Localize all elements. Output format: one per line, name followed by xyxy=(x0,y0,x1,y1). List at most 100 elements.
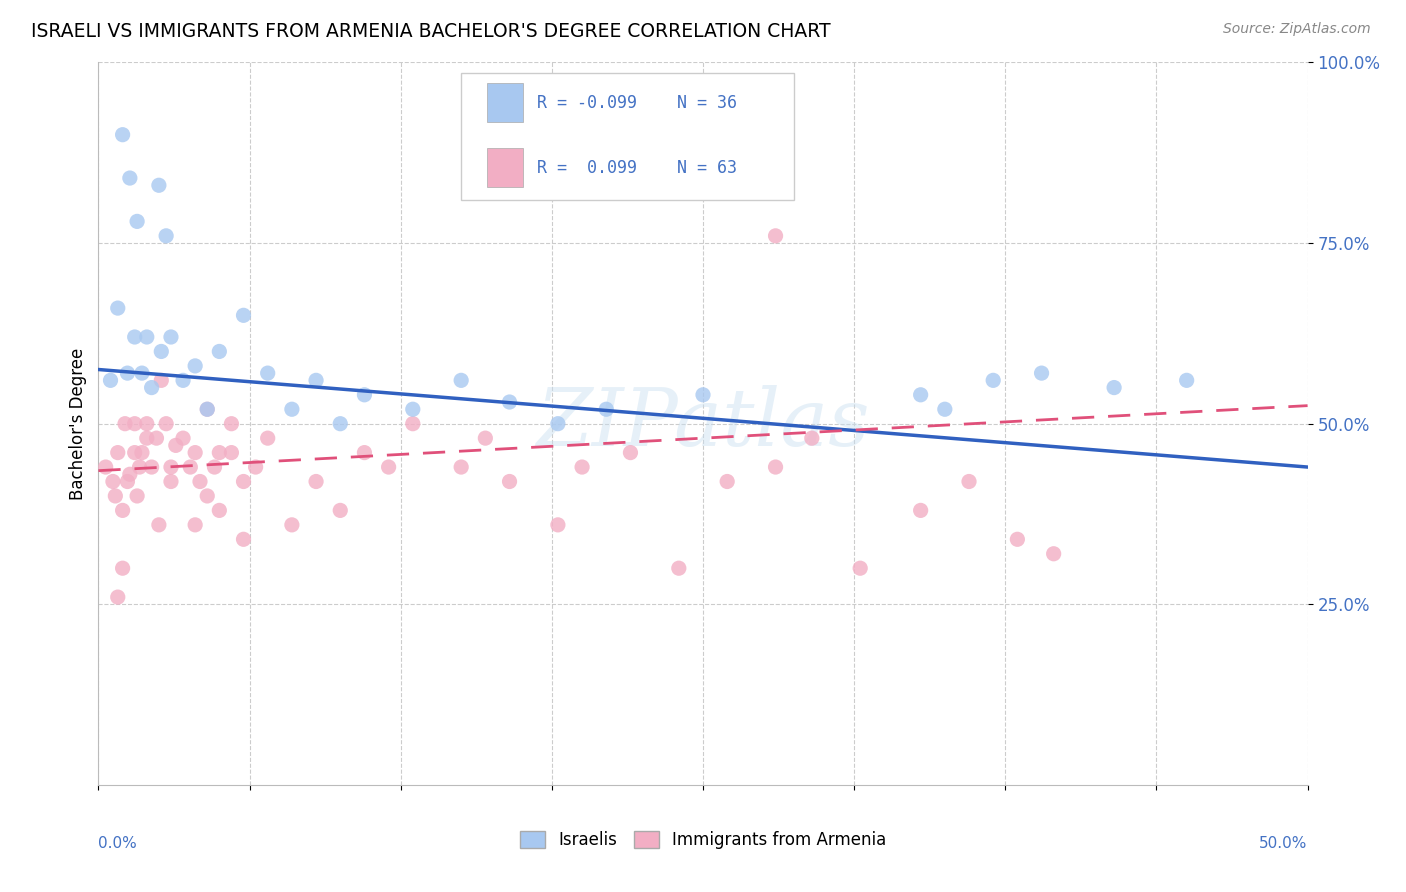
Point xyxy=(305,475,328,489)
Point xyxy=(127,489,149,503)
Text: R =  0.099    N = 63: R = 0.099 N = 63 xyxy=(537,159,737,177)
Point xyxy=(124,330,146,344)
Point xyxy=(716,475,738,489)
Text: Source: ZipAtlas.com: Source: ZipAtlas.com xyxy=(1223,22,1371,37)
Point xyxy=(934,402,956,417)
Point xyxy=(107,590,129,604)
Point xyxy=(800,431,823,445)
Point xyxy=(94,460,117,475)
Point xyxy=(245,460,267,475)
Legend: Israelis, Immigrants from Armenia: Israelis, Immigrants from Armenia xyxy=(513,824,893,856)
Point xyxy=(957,475,980,489)
Point xyxy=(195,402,218,417)
Point xyxy=(127,214,149,228)
Point xyxy=(765,460,787,475)
Point xyxy=(141,380,163,394)
Point xyxy=(101,475,124,489)
Point xyxy=(104,489,127,503)
Point xyxy=(232,475,254,489)
Point xyxy=(256,366,278,380)
Point xyxy=(135,417,157,431)
Point xyxy=(208,445,231,459)
Point xyxy=(450,373,472,387)
Point xyxy=(150,344,173,359)
Point xyxy=(221,445,243,459)
Point xyxy=(281,517,304,532)
Point xyxy=(765,228,787,243)
Point xyxy=(172,373,194,387)
Point xyxy=(402,417,425,431)
Point xyxy=(910,388,932,402)
Point xyxy=(1031,366,1053,380)
Point xyxy=(141,460,163,475)
Point xyxy=(128,460,150,475)
Point xyxy=(692,388,714,402)
Point xyxy=(195,489,218,503)
Point xyxy=(498,475,520,489)
Point xyxy=(135,431,157,445)
Point xyxy=(1175,373,1198,387)
Point xyxy=(111,503,134,517)
Point xyxy=(849,561,872,575)
Point xyxy=(160,475,183,489)
Point xyxy=(148,178,170,193)
Point xyxy=(145,431,167,445)
Point xyxy=(353,445,375,459)
Point xyxy=(450,460,472,475)
Point xyxy=(118,467,141,482)
Point xyxy=(179,460,201,475)
Point xyxy=(232,533,254,547)
Point xyxy=(131,366,153,380)
Point xyxy=(208,344,231,359)
Point xyxy=(474,431,496,445)
Point xyxy=(148,517,170,532)
Point xyxy=(221,417,243,431)
Point xyxy=(150,373,173,387)
Point xyxy=(981,373,1004,387)
Point xyxy=(910,503,932,517)
Point xyxy=(117,366,139,380)
Point xyxy=(1102,380,1125,394)
Point xyxy=(195,402,218,417)
FancyBboxPatch shape xyxy=(461,73,793,200)
Point xyxy=(118,171,141,186)
Point xyxy=(188,475,211,489)
Point xyxy=(595,402,617,417)
Point xyxy=(1007,533,1029,547)
Point xyxy=(498,395,520,409)
Bar xyxy=(486,148,523,187)
Point xyxy=(165,438,187,452)
Point xyxy=(124,445,146,459)
Point xyxy=(114,417,136,431)
Point xyxy=(184,445,207,459)
Point xyxy=(124,417,146,431)
Point xyxy=(135,330,157,344)
Point xyxy=(232,308,254,322)
Point xyxy=(184,359,207,373)
Point xyxy=(107,301,129,315)
Point xyxy=(160,460,183,475)
Point xyxy=(256,431,278,445)
Point xyxy=(100,373,122,387)
Point xyxy=(111,561,134,575)
Bar xyxy=(486,83,523,122)
Point xyxy=(131,445,153,459)
Point xyxy=(571,460,593,475)
Text: 50.0%: 50.0% xyxy=(1260,836,1308,851)
Point xyxy=(353,388,375,402)
Point xyxy=(107,445,129,459)
Point xyxy=(160,330,183,344)
Point xyxy=(619,445,641,459)
Point xyxy=(1042,547,1064,561)
Point xyxy=(117,475,139,489)
Text: ISRAELI VS IMMIGRANTS FROM ARMENIA BACHELOR'S DEGREE CORRELATION CHART: ISRAELI VS IMMIGRANTS FROM ARMENIA BACHE… xyxy=(31,22,831,41)
Point xyxy=(668,561,690,575)
Point xyxy=(208,503,231,517)
Point xyxy=(111,128,134,142)
Text: 0.0%: 0.0% xyxy=(98,836,138,851)
Text: R = -0.099    N = 36: R = -0.099 N = 36 xyxy=(537,94,737,112)
Point xyxy=(329,417,352,431)
Point xyxy=(204,460,226,475)
Point xyxy=(155,228,177,243)
Point xyxy=(329,503,352,517)
